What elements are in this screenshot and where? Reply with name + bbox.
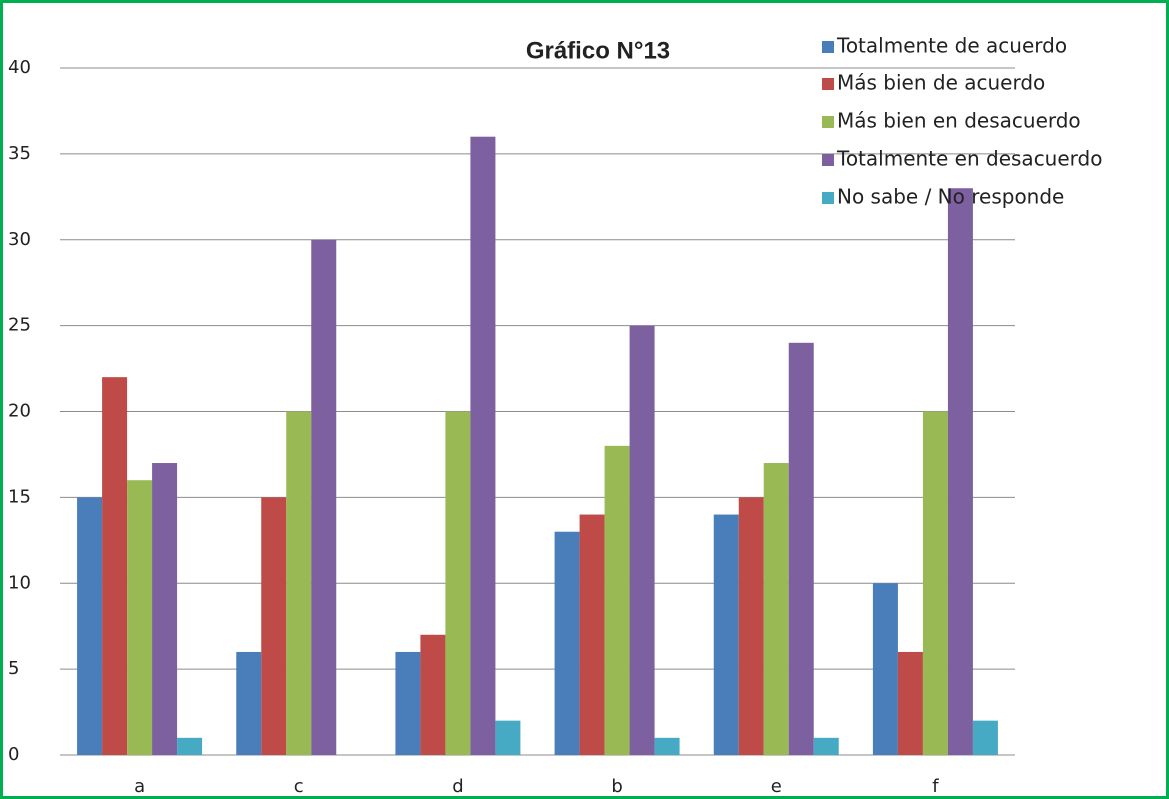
bar [947,188,973,756]
x-tick-label: e [771,776,782,797]
bar [713,514,739,755]
legend-label: No sabe / No responde [837,185,1064,209]
bar [922,411,948,755]
y-tick-label: 30 [8,229,31,250]
bar [495,720,521,755]
x-tick-label: b [611,776,622,797]
bar [788,342,814,755]
y-tick-label: 20 [8,401,31,422]
bar [654,737,680,755]
y-tick-label: 10 [8,572,31,593]
bar [177,737,203,755]
y-tick-label: 35 [8,143,31,164]
bar [897,651,923,755]
bar [420,634,446,755]
bar [236,651,262,755]
legend-label: Más bien de acuerdo [837,71,1045,95]
legend-swatch [822,154,834,166]
y-tick-label: 5 [8,658,19,679]
y-tick-label: 0 [8,744,19,765]
bar [872,583,898,755]
y-tick-label: 25 [8,315,31,336]
y-tick-label: 15 [8,486,31,507]
bar [813,737,839,755]
bar [738,497,764,755]
bar [311,239,337,755]
bar [445,411,471,755]
bar [152,463,178,755]
y-tick-label: 40 [8,57,31,78]
legend-label: Totalmente de acuerdo [836,34,1067,58]
chart-title: Gráfico N°13 [526,37,670,64]
legend-swatch [822,192,834,204]
bar [261,497,287,755]
bar [763,463,789,755]
bar [470,136,496,755]
bar [77,497,103,755]
x-tick-label: c [294,776,304,797]
bar [629,325,655,755]
bar [972,720,998,755]
legend-label: Más bien en desacuerdo [837,109,1081,133]
bar [554,531,580,755]
legend-swatch [822,41,834,53]
x-tick-label: a [134,776,145,797]
legend-swatch [822,116,834,128]
bar [579,514,605,755]
legend-label: Totalmente en desacuerdo [836,147,1102,171]
x-tick-label: d [452,776,463,797]
bar [102,377,128,755]
x-tick-label: f [932,776,939,797]
legend-swatch [822,78,834,90]
bar [127,480,153,755]
bar [395,651,421,755]
bar [604,445,630,755]
bar [286,411,312,755]
